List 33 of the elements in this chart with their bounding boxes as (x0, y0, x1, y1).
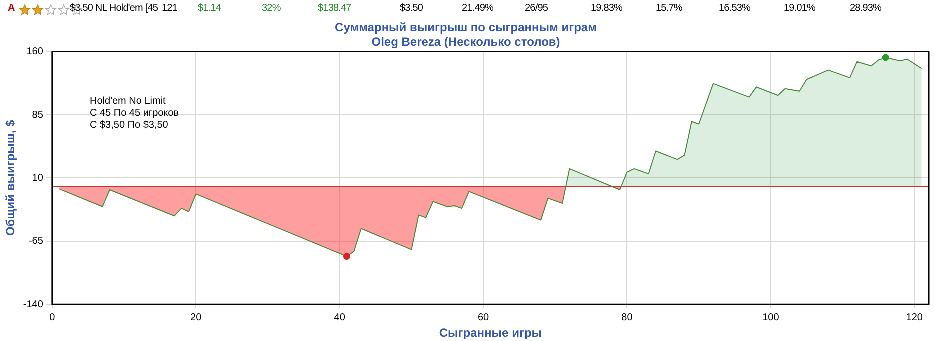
x-tick-label: 60 (478, 312, 490, 324)
y-axis-title: Общий выигрыш, $ (4, 120, 18, 236)
text: 16.53% (719, 3, 751, 14)
x-tick-label: 100 (762, 312, 780, 324)
y-tick-label: -140 (23, 299, 44, 310)
text: 19.01% (784, 3, 816, 14)
chart-title: Суммарный выигрыш по сыгранным играм (335, 20, 598, 35)
text: 32% (262, 3, 281, 14)
x-tick-label: 20 (190, 312, 202, 324)
y-tick-label: 85 (32, 110, 44, 121)
annotation: Hold'em No Limit (90, 96, 167, 108)
text: 19.83% (591, 3, 623, 14)
text: 26/95 (525, 3, 548, 14)
text: 28.93% (850, 3, 882, 14)
y-tick-label: 10 (32, 172, 44, 184)
x-tick-label: 40 (334, 312, 346, 324)
text: $138.47 (318, 3, 352, 14)
text: 15.7% (656, 3, 682, 14)
text: 21.49% (462, 3, 494, 14)
x-tick-label: 0 (50, 312, 56, 324)
text: 121 (162, 3, 178, 14)
chart-subtitle: Oleg Bereza (Несколько столов) (372, 34, 560, 49)
x-tick-label: 120 (906, 312, 924, 324)
text: $3.50 NL Hold'em [45 (70, 3, 158, 14)
y-tick-label: 160 (26, 46, 44, 58)
text: $3.50 (400, 3, 424, 14)
annotation: С $3,50 По $3,50 (90, 120, 170, 132)
text: A (8, 3, 15, 14)
text: $1.14 (198, 3, 222, 14)
x-axis-title: Сыгранные игры (439, 326, 542, 340)
annotation: С 45 По 45 игроков (90, 108, 180, 120)
y-tick-label: -65 (28, 236, 44, 248)
x-tick-label: 80 (622, 312, 634, 324)
